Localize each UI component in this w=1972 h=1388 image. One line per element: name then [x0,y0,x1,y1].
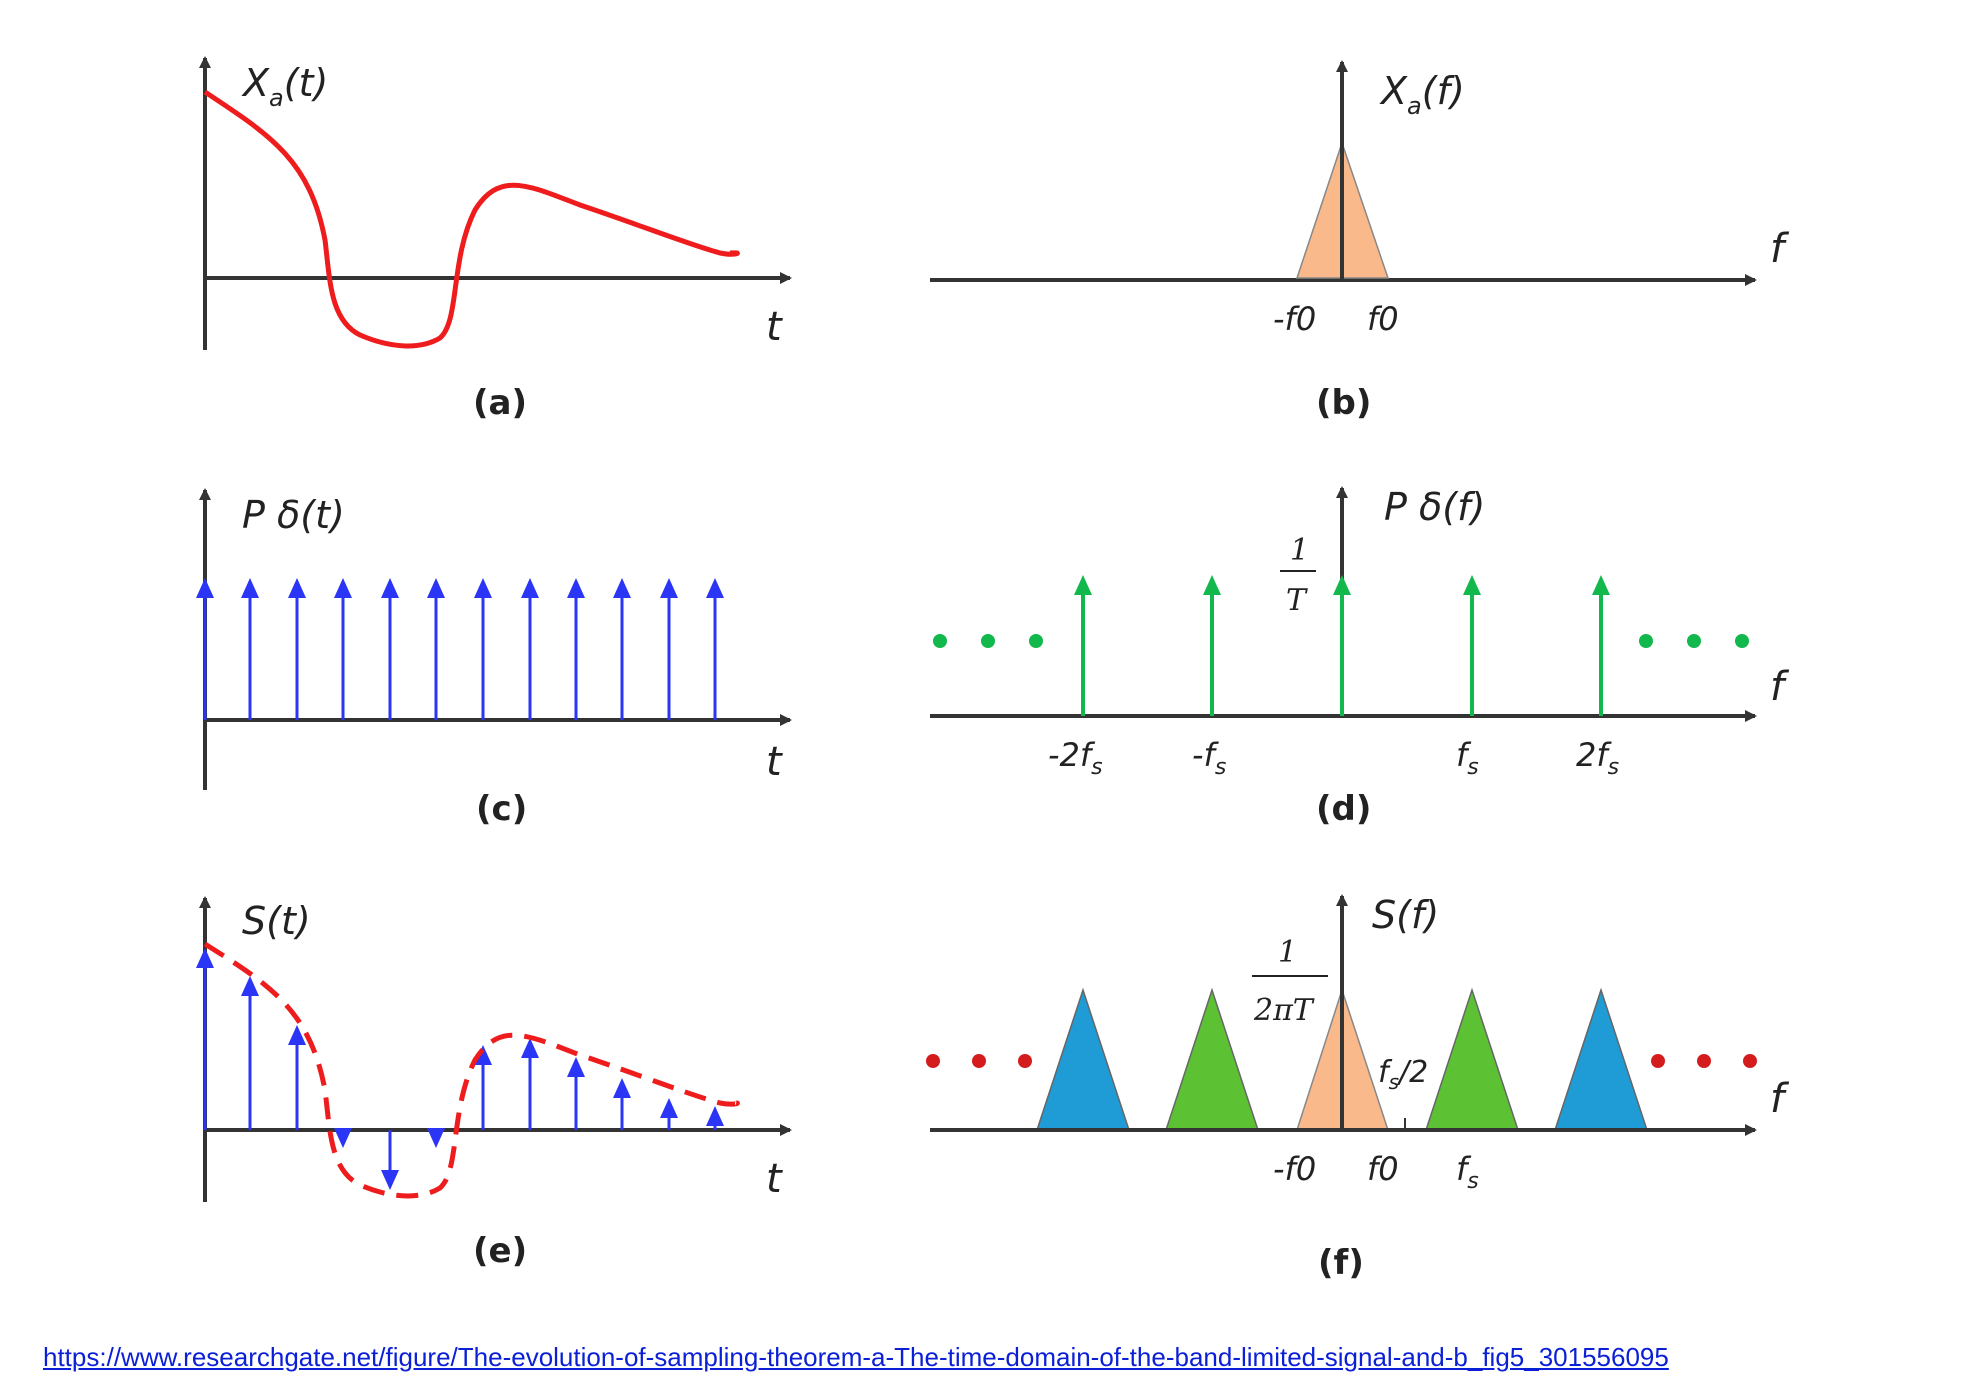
panel-e-sample-9 [567,1057,585,1130]
panel-c-impulse-8 [521,578,539,720]
panel-c-impulse-10 [613,578,631,720]
panel-d-tick-2fs: 2fs [1576,736,1619,780]
panel-d-height-numerator: 1 [1290,533,1309,568]
panel-d: 1 T P δ(f) f -2fs -fs fs 2fs (d) [930,485,1790,829]
panel-f: 1 2πT S(f) f fs/2 -f0 f0 fs (f) [926,893,1790,1283]
panel-d-dots-left [933,634,1043,648]
panel-e-sample-1 [196,948,214,1130]
panel-c-impulse-6 [427,578,445,720]
panel-d-tick-neg-2fs: -2fs [1048,736,1103,780]
panel-e-sample-12 [706,1106,724,1130]
panel-f-x-label: f [1770,1076,1790,1122]
panel-d-y-label: P δ(f) [1384,485,1485,529]
panel-f-replica-blue-left [1035,987,1131,1131]
panel-f-tick-fs: fs [1456,1150,1479,1194]
panel-c-impulse-12 [706,578,724,720]
panel-e-x-label: t [766,1156,783,1202]
panel-f-replica-blue-right [1553,987,1649,1131]
panel-b-caption: (b) [1316,383,1371,423]
panel-c-impulse-4 [334,578,352,720]
panel-d-caption: (d) [1316,789,1371,829]
panel-e-sample-3 [288,1025,306,1130]
panel-e-sample-6 [427,1128,445,1148]
panel-d-tick-fs: fs [1456,736,1479,780]
panel-e: S(t) t (e) [196,896,792,1271]
panel-c-impulse-7 [474,578,492,720]
panel-f-replica-green-right [1424,987,1520,1131]
panel-a-signal-curve [203,89,740,349]
panel-f-tick-f0: f0 [1367,1150,1399,1188]
panel-d-impulse-2 [1203,575,1221,716]
panel-c-impulse-1 [196,578,214,720]
panel-d-impulse-4 [1463,575,1481,716]
panel-c-impulse-9 [567,578,585,720]
panel-d-dots-right [1639,634,1749,648]
panel-c-impulse-5 [381,578,399,720]
panel-e-sample-4 [334,1128,352,1148]
panel-b: Xa(f) f -f0 f0 (b) [930,60,1790,423]
panel-e-samples [196,948,724,1190]
panel-c-y-label: P δ(t) [242,493,345,537]
panel-c-impulse-11 [660,578,678,720]
panel-b-y-label: Xa(f) [1379,69,1465,120]
panel-b-tick-f0: f0 [1367,300,1399,338]
panel-f-height-denominator: 2πT [1253,993,1315,1028]
panel-c-impulse-2 [241,578,259,720]
panel-d-impulse-1 [1074,575,1092,716]
source-link[interactable]: https://www.researchgate.net/figure/The-… [43,1342,1669,1372]
panel-f-tick-neg-f0: -f0 [1273,1150,1316,1188]
panel-e-sample-11 [660,1098,678,1130]
panel-e-y-label: S(t) [242,899,311,943]
panel-a-x-label: t [766,304,783,350]
panel-d-impulse-train [1074,575,1610,716]
panel-e-caption: (e) [473,1231,527,1271]
panel-c: P δ(t) t (c) [196,488,792,829]
panel-f-height-numerator: 1 [1278,935,1297,970]
panel-c-impulse-train [196,578,724,720]
panel-f-caption: (f) [1318,1243,1364,1283]
panel-e-envelope-curve [203,941,740,1199]
panel-a: Xa(t) t (a) [199,56,792,423]
panel-d-impulse-5 [1592,575,1610,716]
panel-d-tick-neg-fs: -fs [1192,736,1226,780]
panel-c-impulse-3 [288,578,306,720]
panel-e-sample-5 [381,1130,399,1190]
panel-e-sample-7 [474,1045,492,1130]
panel-c-x-label: t [766,739,783,785]
panel-e-sample-2 [241,976,259,1130]
panel-c-caption: (c) [476,789,527,829]
panel-f-dots-left [926,1054,1032,1068]
panel-f-half-fs-label: fs/2 [1378,1055,1428,1094]
panel-f-dots-right [1651,1054,1757,1068]
panel-d-height-denominator: T [1286,583,1308,618]
panel-d-x-label: f [1770,664,1790,710]
panel-b-x-label: f [1770,226,1790,272]
panel-f-y-label: S(f) [1372,893,1439,937]
panel-a-y-label: Xa(t) [241,61,328,112]
panel-e-sample-8 [521,1038,539,1130]
panel-e-sample-10 [613,1078,631,1130]
panel-d-impulse-3 [1333,575,1351,716]
panel-a-caption: (a) [473,383,527,423]
panel-b-tick-neg-f0: -f0 [1273,300,1316,338]
panel-f-replica-green-left [1164,987,1260,1131]
